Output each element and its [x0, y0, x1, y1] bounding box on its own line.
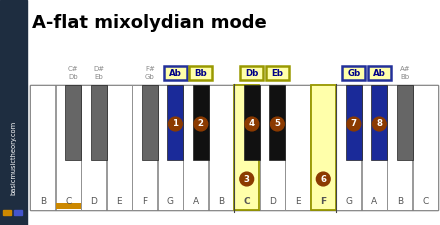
Text: Gb: Gb — [347, 68, 360, 77]
Bar — [142, 85, 158, 160]
Bar — [66, 85, 81, 160]
Circle shape — [240, 172, 253, 186]
Text: D: D — [269, 197, 276, 206]
Bar — [286, 86, 310, 210]
Bar — [371, 85, 387, 160]
Bar — [30, 85, 438, 210]
Text: B: B — [397, 197, 403, 206]
Circle shape — [169, 117, 182, 131]
Circle shape — [271, 117, 284, 131]
Text: C: C — [243, 197, 250, 206]
Bar — [209, 86, 234, 210]
Bar — [266, 66, 289, 80]
Bar — [342, 66, 365, 80]
Text: F: F — [142, 197, 147, 206]
Text: G: G — [345, 197, 352, 206]
Text: E: E — [295, 197, 301, 206]
Circle shape — [245, 117, 259, 131]
Bar — [3, 210, 11, 215]
Text: Bb: Bb — [400, 74, 409, 80]
Text: Db: Db — [69, 74, 78, 80]
Bar — [168, 85, 183, 160]
Bar — [14, 210, 22, 215]
Text: C: C — [65, 197, 71, 206]
Text: A#: A# — [400, 66, 410, 72]
Bar — [311, 86, 336, 210]
Text: 4: 4 — [249, 119, 255, 128]
Circle shape — [316, 172, 330, 186]
Text: Gb: Gb — [145, 74, 155, 80]
Text: 1: 1 — [172, 119, 178, 128]
Text: A-flat mixolydian mode: A-flat mixolydian mode — [32, 14, 267, 32]
Text: 7: 7 — [351, 119, 357, 128]
Text: 5: 5 — [275, 119, 280, 128]
Bar — [56, 203, 81, 209]
Text: Ab: Ab — [373, 68, 386, 77]
Text: G: G — [167, 197, 174, 206]
Text: 8: 8 — [376, 119, 382, 128]
Text: 6: 6 — [320, 175, 326, 184]
Text: basicmusictheory.com: basicmusictheory.com — [10, 121, 16, 195]
Circle shape — [347, 117, 361, 131]
Text: Ab: Ab — [169, 68, 182, 77]
Bar — [158, 86, 183, 210]
Text: Bb: Bb — [194, 68, 207, 77]
Bar — [368, 66, 391, 80]
Bar — [193, 85, 209, 160]
Text: E: E — [117, 197, 122, 206]
Text: C#: C# — [68, 66, 79, 72]
Text: B: B — [218, 197, 224, 206]
Text: F: F — [320, 197, 326, 206]
Bar — [346, 85, 362, 160]
Bar — [337, 86, 361, 210]
Text: D: D — [90, 197, 97, 206]
Text: 3: 3 — [244, 175, 250, 184]
Text: D#: D# — [93, 66, 104, 72]
Text: 2: 2 — [198, 119, 204, 128]
Bar — [107, 86, 132, 210]
Bar — [362, 86, 387, 210]
Bar — [269, 85, 285, 160]
Bar — [260, 86, 285, 210]
Text: F#: F# — [145, 66, 155, 72]
Bar — [235, 86, 259, 210]
Bar — [240, 66, 263, 80]
Circle shape — [194, 117, 208, 131]
Bar — [189, 66, 213, 80]
Text: Db: Db — [245, 68, 259, 77]
Text: A: A — [193, 197, 199, 206]
Bar — [132, 86, 157, 210]
Bar — [397, 85, 413, 160]
Text: B: B — [40, 197, 46, 206]
Text: Eb: Eb — [271, 68, 283, 77]
Bar — [91, 85, 107, 160]
Text: A: A — [371, 197, 378, 206]
Circle shape — [373, 117, 386, 131]
Bar — [30, 86, 55, 210]
Bar — [183, 86, 208, 210]
Bar — [244, 85, 260, 160]
Bar — [164, 66, 187, 80]
Text: C: C — [422, 197, 429, 206]
Text: Eb: Eb — [95, 74, 103, 80]
Bar — [81, 86, 106, 210]
Bar — [413, 86, 438, 210]
Bar — [56, 86, 81, 210]
Bar — [387, 86, 412, 210]
Bar — [0, 0, 27, 225]
